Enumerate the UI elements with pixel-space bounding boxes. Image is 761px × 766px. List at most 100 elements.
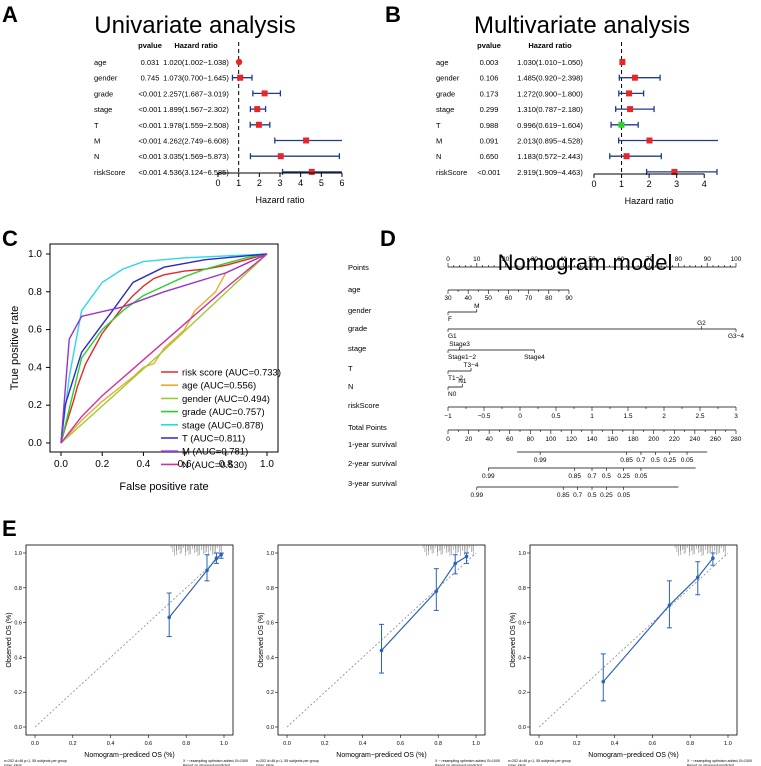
footer-note-left: Gray: ideal bbox=[256, 764, 274, 766]
hr-header: Hazard ratio bbox=[174, 41, 218, 50]
scale-tick-label: 60 bbox=[506, 436, 514, 443]
x-tick-label: 0.6 bbox=[649, 741, 657, 747]
row-label: T bbox=[94, 121, 99, 130]
x-tick-label: 0.4 bbox=[611, 741, 619, 747]
nomogram-row-label: 3-year survival bbox=[348, 479, 397, 488]
hr-point bbox=[619, 59, 626, 65]
scale-tick-label: 240 bbox=[689, 436, 700, 443]
row-label: T bbox=[436, 121, 441, 130]
x-tick-label: 0.2 bbox=[573, 741, 581, 747]
x-tick-label: 0.6 bbox=[397, 741, 405, 747]
y-tick-label: 0.8 bbox=[14, 586, 22, 592]
x-tick-label: 1 bbox=[236, 178, 241, 188]
nomogram-row-label: N bbox=[348, 382, 353, 391]
row-hr-text: 1.272(0.900−1.800) bbox=[517, 89, 583, 98]
survival-tick-label: 0.05 bbox=[635, 473, 648, 480]
row-hr-text: 1.020(1.002−1.038) bbox=[163, 58, 229, 67]
row-hr-text: 4.262(2.749−6.608) bbox=[163, 137, 229, 146]
row-hr-text: 0.996(0.619−1.604) bbox=[517, 121, 583, 130]
hr-point bbox=[303, 137, 310, 144]
footer-note-right: Based on observed-predicted bbox=[183, 764, 230, 766]
footer-note-left: Gray: ideal bbox=[508, 764, 526, 766]
y-tick-label: 0.0 bbox=[518, 725, 526, 731]
points-tick-label: 40 bbox=[560, 256, 568, 263]
y-tick-label: 0.4 bbox=[28, 362, 42, 373]
y-tick-label: 0.2 bbox=[14, 690, 22, 696]
hr-point bbox=[623, 153, 630, 160]
x-tick-label: 1.0 bbox=[220, 741, 228, 747]
scale-tick-label: 140 bbox=[587, 436, 598, 443]
survival-tick-label: 0.25 bbox=[600, 492, 613, 499]
x-tick-label: 0.2 bbox=[95, 459, 109, 470]
footer-note-left: n=202 d=46 p=1, 55 subjects per group bbox=[4, 759, 67, 763]
row-pvalue: 0.988 bbox=[480, 121, 499, 130]
calibration-point bbox=[695, 575, 700, 580]
survival-tick-label: 0.25 bbox=[663, 457, 676, 464]
y-tick-label: 0.4 bbox=[518, 655, 526, 661]
age-tick-label: 40 bbox=[465, 295, 473, 302]
x-tick-label: 0.2 bbox=[321, 741, 329, 747]
scale-tick-label: 280 bbox=[731, 436, 742, 443]
scale-tick-label: 1 bbox=[590, 413, 594, 420]
plot-frame bbox=[277, 544, 486, 736]
row-label: riskScore bbox=[94, 168, 125, 177]
nomogram-row-label: gender bbox=[348, 306, 372, 315]
scale-tick-label: 160 bbox=[607, 436, 618, 443]
scale-tick-label: 180 bbox=[628, 436, 639, 443]
row-hr-text: 2.013(0.895−4.528) bbox=[517, 137, 583, 146]
row-label: riskScore bbox=[436, 168, 467, 177]
x-axis-title: Hazard ratio bbox=[625, 196, 674, 206]
x-tick-label: 0.8 bbox=[434, 741, 442, 747]
row-hr-text: 1.485(0.920−2.398) bbox=[517, 74, 583, 83]
row-pvalue: <0.001 bbox=[138, 152, 161, 161]
y-tick-label: 0.0 bbox=[14, 725, 22, 731]
nomogram-row-label: 1-year survival bbox=[348, 440, 397, 449]
category-label: G2 bbox=[697, 320, 706, 327]
points-tick-label: 0 bbox=[446, 256, 450, 263]
nomogram-row-label: Points bbox=[348, 263, 369, 272]
hr-point bbox=[627, 106, 634, 113]
survival-tick-label: 0.7 bbox=[587, 473, 596, 480]
row-hr-text: 1.183(0.572−2.443) bbox=[517, 152, 583, 161]
row-hr-text: 1.030(1.010−1.050) bbox=[517, 58, 583, 67]
calibration-plot-1-year: 0.0 0.0 0.2 0.2 0.4 0.4 0.6 0.6 0.8 0.8 1.0 1.0 Nomo… bbox=[4, 544, 248, 766]
calibration-line bbox=[168, 554, 222, 618]
y-tick-label: 0.4 bbox=[14, 655, 22, 661]
calibration-line bbox=[381, 555, 467, 651]
calibration-point bbox=[464, 554, 469, 559]
forest-title: Multivariate analysis bbox=[474, 12, 690, 39]
footer-note-right: X − resampling optimism added, B=1000 bbox=[687, 759, 752, 763]
calibration-plots: 0.0 0.0 0.2 0.2 0.4 0.4 0.6 0.6 0.8 0.8 1.0 1.0 Nomo… bbox=[4, 544, 752, 766]
y-tick-label: 1.0 bbox=[266, 551, 274, 557]
nomogram-row-label: 2-year survival bbox=[348, 459, 397, 468]
x-tick-label: 0.0 bbox=[31, 741, 39, 747]
panel-label-d: D bbox=[380, 226, 396, 251]
hr-point bbox=[255, 121, 262, 128]
y-tick-label: 0.8 bbox=[518, 586, 526, 592]
hr-header: Hazard ratio bbox=[528, 41, 572, 50]
y-tick-label: 0.8 bbox=[266, 586, 274, 592]
roc-series-grade bbox=[60, 253, 268, 444]
calibration-point bbox=[214, 556, 219, 561]
calibration-line bbox=[602, 557, 714, 683]
row-pvalue: 0.031 bbox=[141, 58, 160, 67]
calibration-point bbox=[711, 556, 715, 561]
hr-point bbox=[277, 153, 284, 160]
footer-note-right: X − resampling optimism added, B=1000 bbox=[435, 759, 500, 763]
nomogram-row-label: Total Points bbox=[348, 423, 387, 432]
category-label: T3−4 bbox=[464, 362, 479, 369]
y-axis-title: Observed OS (%) bbox=[258, 612, 265, 667]
age-tick-label: 90 bbox=[565, 295, 573, 302]
x-tick-label: 0.8 bbox=[182, 741, 190, 747]
hr-point bbox=[308, 168, 315, 175]
calibration-point bbox=[667, 603, 672, 607]
y-tick-label: 0.2 bbox=[518, 690, 526, 696]
y-tick-label: 1.0 bbox=[518, 551, 526, 557]
scale-tick-label: 2.5 bbox=[695, 413, 704, 420]
x-tick-label: 4 bbox=[298, 178, 303, 188]
scale-tick-label: 1.5 bbox=[623, 413, 632, 420]
x-tick-label: 0.8 bbox=[686, 741, 694, 747]
x-tick-label: 0.0 bbox=[54, 459, 68, 470]
row-pvalue: <0.001 bbox=[138, 105, 161, 114]
row-label: gender bbox=[436, 74, 460, 83]
